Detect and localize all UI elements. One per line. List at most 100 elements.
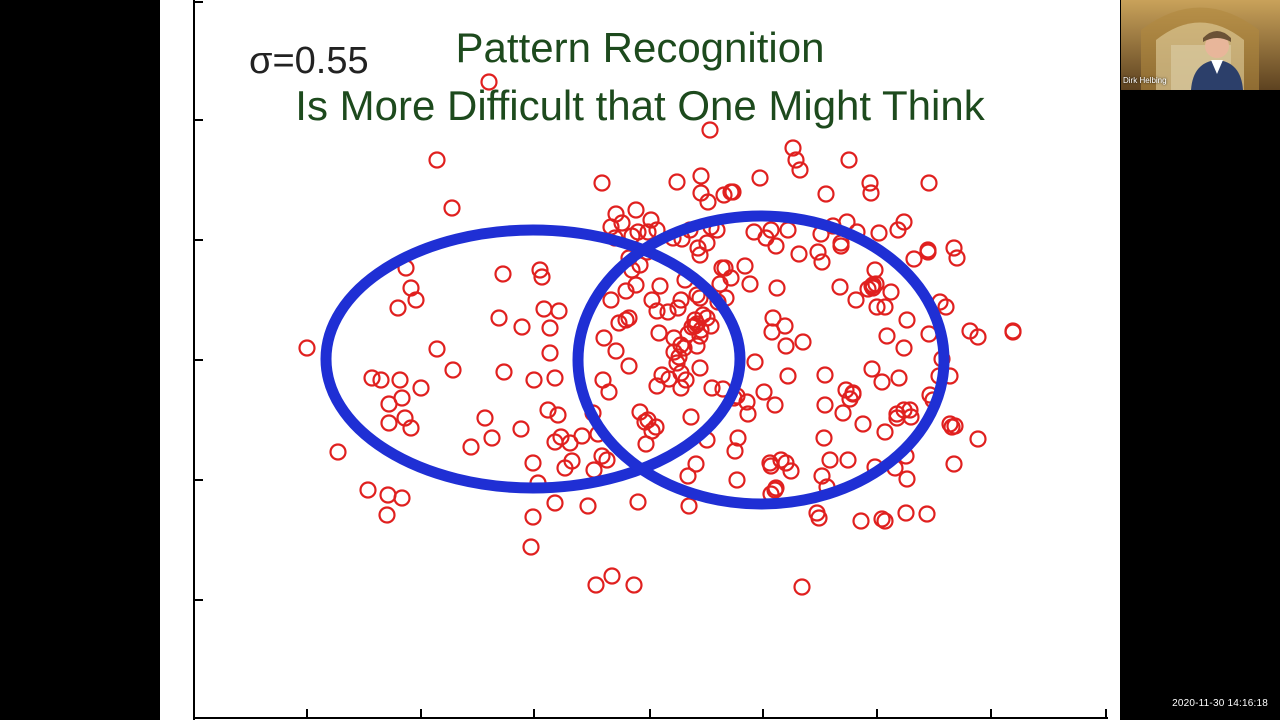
data-point <box>876 423 894 441</box>
data-point <box>393 489 411 507</box>
data-point <box>391 371 409 389</box>
data-point <box>746 353 764 371</box>
data-point <box>762 457 780 475</box>
data-point <box>791 161 809 179</box>
data-point <box>895 213 913 231</box>
data-point <box>948 249 966 267</box>
data-point <box>476 409 494 427</box>
data-point <box>585 461 603 479</box>
data-point <box>625 576 643 594</box>
data-point <box>715 186 733 204</box>
data-point <box>573 427 591 445</box>
data-point <box>840 151 858 169</box>
data-point <box>813 253 831 271</box>
data-point <box>790 245 808 263</box>
data-point <box>901 401 919 419</box>
data-point <box>587 576 605 594</box>
data-point <box>495 363 513 381</box>
data-point <box>969 430 987 448</box>
data-point <box>668 173 686 191</box>
data-point <box>692 167 710 185</box>
data-point <box>533 268 551 286</box>
data-point <box>372 371 390 389</box>
data-point <box>687 455 705 473</box>
data-point <box>639 223 657 241</box>
data-point <box>810 509 828 527</box>
data-point <box>550 302 568 320</box>
data-point <box>593 447 611 465</box>
data-point <box>428 151 446 169</box>
data-point <box>522 538 540 556</box>
data-point <box>784 139 802 157</box>
data-point <box>363 369 381 387</box>
data-point <box>713 259 731 277</box>
data-point <box>462 438 480 456</box>
data-point <box>694 306 712 324</box>
data-point <box>603 567 621 585</box>
data-point <box>817 185 835 203</box>
data-point <box>755 383 773 401</box>
data-point <box>691 359 709 377</box>
data-point <box>378 506 396 524</box>
data-point <box>602 291 620 309</box>
participant-video-icon <box>1121 0 1280 90</box>
data-point <box>701 121 719 139</box>
data-point <box>945 455 963 473</box>
data-point <box>890 369 908 387</box>
data-point <box>741 275 759 293</box>
data-point <box>816 396 834 414</box>
data-point <box>494 265 512 283</box>
data-point <box>407 291 425 309</box>
cluster-ellipses <box>320 210 950 510</box>
cluster-ellipse-1 <box>320 224 746 494</box>
data-point <box>650 324 668 342</box>
data-point <box>524 454 542 472</box>
data-point <box>682 408 700 426</box>
data-point <box>876 298 894 316</box>
data-point <box>768 279 786 297</box>
participant-video-tile[interactable]: Dirk Helbing <box>1121 0 1280 90</box>
data-point <box>919 241 937 259</box>
data-point <box>672 291 690 309</box>
data-point <box>598 451 616 469</box>
data-point <box>873 510 891 528</box>
data-point <box>766 396 784 414</box>
data-point <box>776 317 794 335</box>
data-point <box>895 339 913 357</box>
data-point <box>815 429 833 447</box>
data-point <box>689 239 707 257</box>
data-point <box>627 276 645 294</box>
data-point <box>1004 322 1022 340</box>
data-point <box>549 406 567 424</box>
data-point <box>876 512 894 530</box>
data-point <box>703 379 721 397</box>
data-point <box>444 361 462 379</box>
data-point <box>541 319 559 337</box>
data-point <box>579 497 597 515</box>
data-point <box>483 429 501 447</box>
data-point <box>866 261 884 279</box>
data-point <box>668 354 686 372</box>
data-point <box>546 369 564 387</box>
data-point <box>393 389 411 407</box>
data-point <box>556 459 574 477</box>
data-point <box>389 299 407 317</box>
data-point <box>847 291 865 309</box>
data-point <box>552 428 570 446</box>
data-point <box>702 317 720 335</box>
data-point <box>918 505 936 523</box>
data-point <box>480 73 498 91</box>
data-point <box>859 280 877 298</box>
data-point <box>767 237 785 255</box>
data-point <box>728 471 746 489</box>
data-point <box>512 420 530 438</box>
data-point <box>870 224 888 242</box>
cluster-ellipse-2 <box>572 210 950 510</box>
data-point <box>868 298 886 316</box>
data-point <box>643 291 661 309</box>
data-point <box>546 494 564 512</box>
data-point <box>861 174 879 192</box>
slide-title-line1: Pattern Recognition <box>455 24 825 71</box>
data-point <box>600 383 618 401</box>
